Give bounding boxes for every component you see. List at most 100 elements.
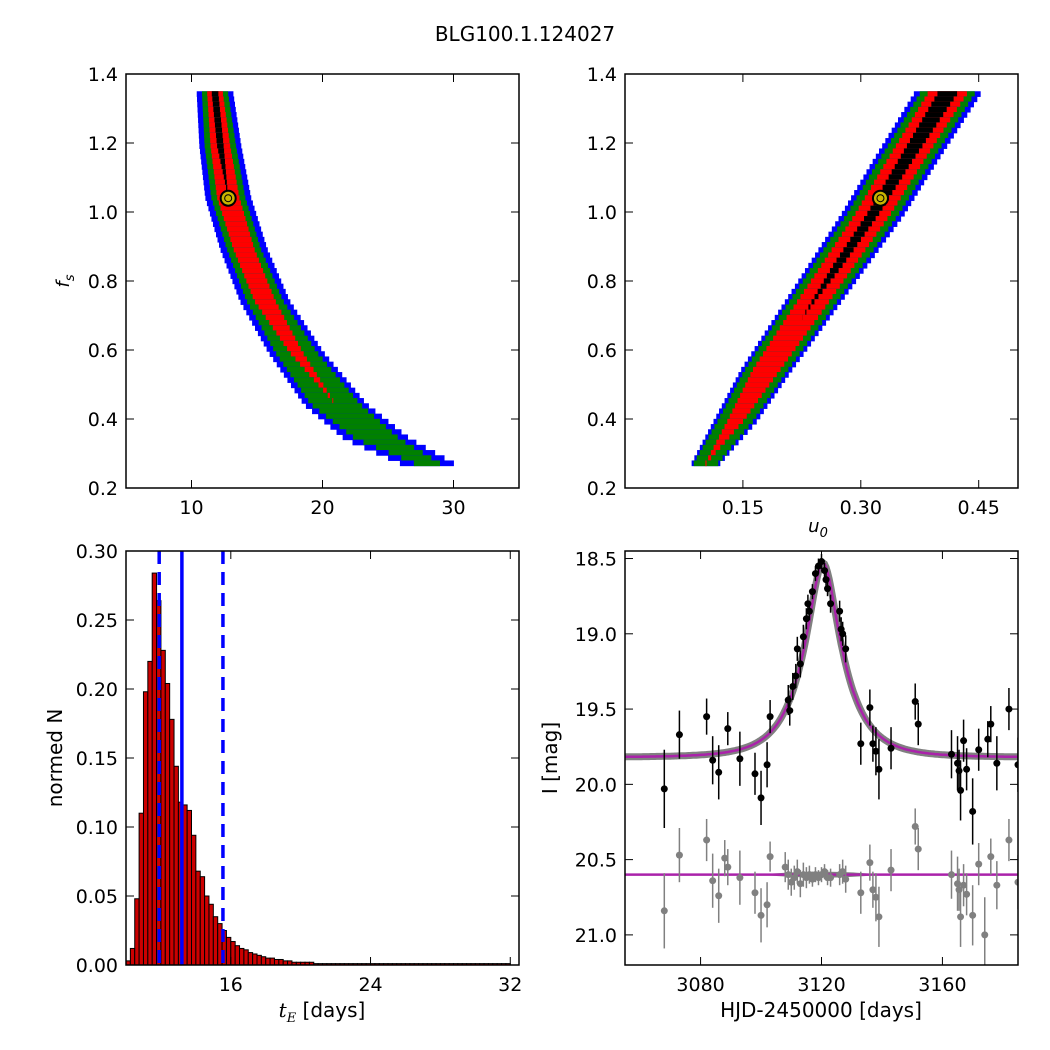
fs-tE-density-black (226, 184, 228, 191)
histogram-bar (208, 903, 214, 966)
fs-tE-ytick-label: 1.0 (88, 202, 118, 224)
model-uncertainty-band (625, 558, 1018, 761)
histogram-bar (265, 957, 271, 966)
fs-u0-density-black (839, 252, 850, 259)
fs-u0-density-red (769, 340, 800, 347)
fs-tE-density-red (233, 247, 255, 253)
fs-tE-density-black (224, 179, 227, 186)
lc-ytick-label: 19.5 (575, 699, 617, 721)
fs-tE-density-red (287, 346, 301, 352)
fs-tE-density-red (309, 372, 317, 378)
data-point (960, 737, 968, 745)
fs-tE-density-red (304, 366, 314, 373)
histogram-bar (129, 947, 136, 966)
fs-u0-density-red (729, 413, 747, 420)
data-point (715, 768, 723, 776)
fs-u0-density-black (833, 262, 843, 269)
residual-point (857, 889, 865, 897)
lc-ytick-label: 20.5 (575, 850, 617, 872)
data-point (955, 767, 963, 775)
fs-tE-density-black (220, 158, 225, 165)
fs-tE-density-black (213, 106, 220, 113)
fs-u0-density-black (900, 153, 916, 160)
fs-tE-density-green (312, 403, 363, 409)
fs-u0-density-black (811, 299, 815, 305)
fs-tE-density-green (319, 408, 369, 415)
data-point (875, 765, 883, 773)
panel-tE-histogram-lines (157, 551, 225, 965)
panel-fs-vs-tE-ylabel: fs (53, 274, 78, 287)
fs-u0-density-red (745, 382, 770, 389)
fs-u0-density-black (909, 138, 926, 144)
data-point (969, 807, 977, 815)
residual-point (660, 907, 668, 915)
residual-point (715, 892, 723, 900)
data-point (866, 704, 874, 712)
fs-tE-density-red (283, 340, 298, 347)
fs-tE-density-black (223, 174, 227, 181)
lc-ytick-label: 21.0 (575, 925, 617, 947)
residual-point (869, 886, 877, 894)
hist-ytick-label: 0.10 (76, 817, 118, 839)
fs-u0-density-red (779, 325, 811, 331)
fs-u0-density-black (867, 210, 880, 217)
residual-point (839, 868, 847, 876)
fs-u0-density-black (903, 148, 919, 155)
fs-tE-density-red (295, 356, 307, 363)
fs-tE-density-red (222, 210, 245, 217)
residual-point (1005, 836, 1013, 844)
residual-point (796, 880, 804, 888)
fs-tE-density-green (352, 434, 398, 441)
fs-u0-density-red (763, 351, 792, 357)
fs-u0-density-red (705, 460, 707, 467)
data-point (796, 660, 804, 668)
fs-tE-density-red (250, 288, 272, 295)
histogram-bar (147, 660, 153, 966)
residual-point (954, 880, 962, 888)
fs-u0-density-red (732, 408, 751, 415)
histogram-bar (151, 572, 158, 966)
fs-tE-density-green (363, 439, 406, 446)
panel-light-curve-xlabel: HJD-2450000 [days] (720, 998, 922, 1022)
histogram-bar (247, 952, 254, 966)
fs-u0-density-black (820, 283, 827, 290)
fs-u0-density-black (805, 309, 807, 316)
fs-u0-density-red (742, 387, 766, 394)
fs-tE-density-red (327, 392, 330, 399)
hist-ytick-label: 0.20 (76, 679, 118, 701)
fs-u0-density-red (756, 361, 785, 368)
fs-tE-density-red (235, 252, 257, 259)
fs-tE-ytick-label: 1.4 (88, 64, 118, 86)
data-point (751, 770, 759, 778)
histogram-bar (173, 765, 179, 966)
fs-u0-density-red (750, 372, 777, 378)
panel-fs-vs-tE-frame (125, 73, 520, 489)
fs-u0-density-red (713, 444, 721, 451)
histogram-bar (234, 945, 241, 966)
lc-ytick-label: 19.0 (575, 624, 617, 646)
hist-ytick-label: 0.25 (76, 610, 118, 632)
fs-u0-density-black (897, 158, 913, 165)
residual-point (887, 866, 895, 874)
fs-u0-density-black (853, 231, 865, 238)
data-point (675, 731, 683, 739)
fs-u0-density-black (843, 247, 854, 253)
residual-point (911, 822, 919, 830)
fs-tE-density-black (214, 122, 222, 129)
fs-tE-density-green (346, 429, 392, 435)
residual-point (709, 877, 717, 885)
figure-title: BLG100.1.124027 (435, 22, 615, 46)
panel-fs-vs-tE: 10 20 30 0.2 0.4 0.6 0.8 1.0 1.2 1.4 fs (53, 64, 520, 519)
data-point (766, 713, 774, 721)
hist-ytick-label: 0.30 (76, 541, 118, 563)
residual-point (763, 901, 771, 909)
panel-light-curve-ticks: 3080 3120 3160 18.5 19.0 19.5 20.0 20.5 21.0 (575, 549, 1018, 996)
hist-ytick-label: 0.05 (76, 886, 118, 908)
data-point (872, 747, 880, 755)
histogram-bar (169, 718, 175, 966)
fs-tE-density-red (269, 320, 287, 326)
fs-u0-xtick-label: 0.45 (958, 497, 1000, 519)
panel-fs-vs-u0-heatmap (691, 91, 981, 467)
panel-fs-vs-u0-ticks: 0.15 0.30 0.45 0.2 0.4 0.6 0.8 1.0 1.2 1.4 (587, 64, 1018, 519)
fs-tE-best-fit-core (224, 194, 233, 203)
